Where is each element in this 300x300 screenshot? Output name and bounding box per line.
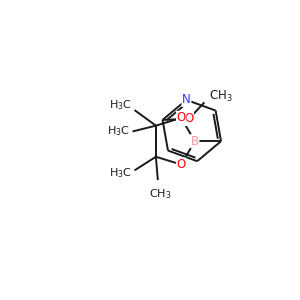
Text: H$_3$C: H$_3$C [109,167,132,180]
Text: N: N [182,93,191,106]
Text: H$_3$C: H$_3$C [107,124,130,138]
Text: B: B [191,135,199,148]
Text: CH$_3$: CH$_3$ [209,89,233,104]
Text: H$_3$C: H$_3$C [109,98,132,112]
Text: O: O [184,112,194,125]
Text: CH$_3$: CH$_3$ [148,187,171,201]
Text: O: O [177,158,186,171]
Text: O: O [177,111,186,124]
